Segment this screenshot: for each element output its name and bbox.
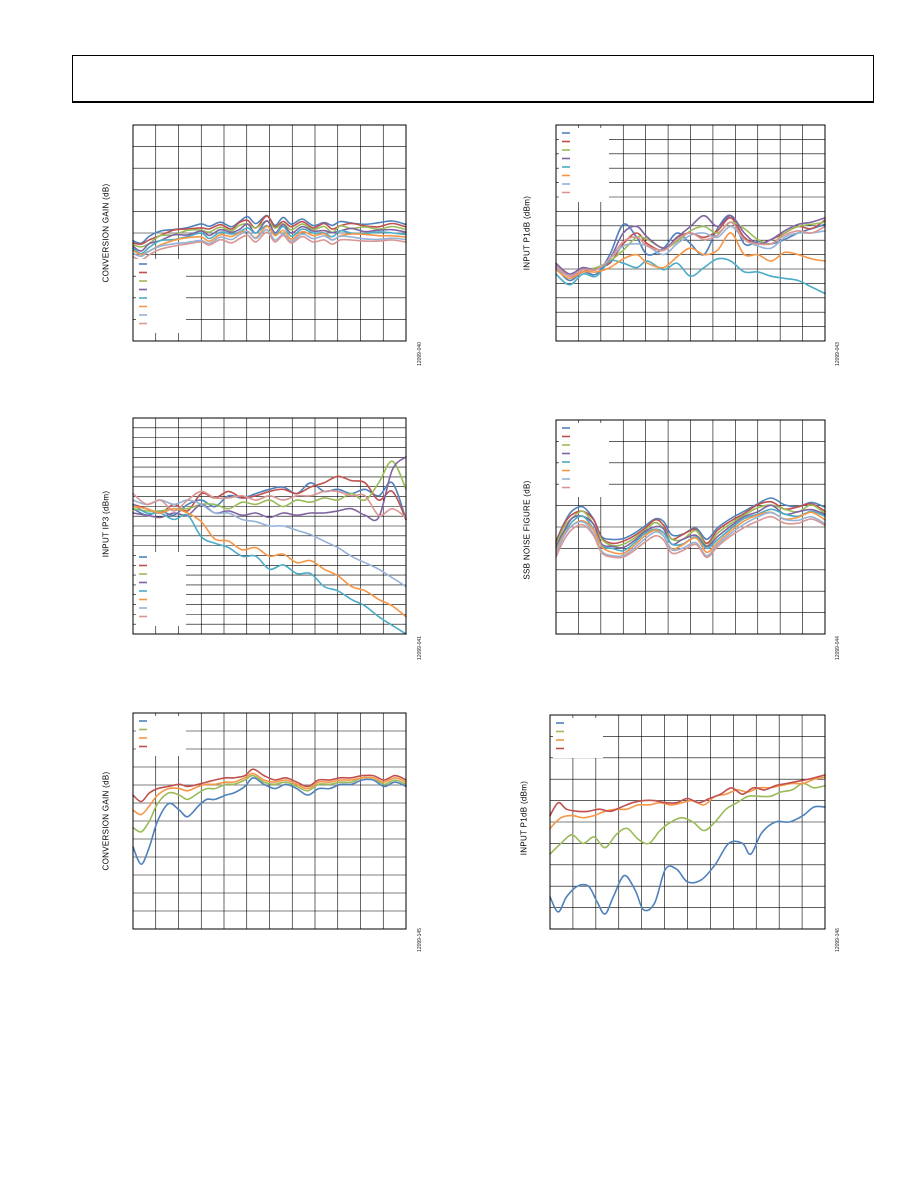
chart-input-ip3-plot — [132, 417, 407, 635]
legend-background — [559, 423, 609, 497]
chart-ssb-noise-figure-plot — [555, 419, 826, 635]
plot-frame — [132, 124, 407, 342]
legend — [559, 128, 609, 202]
legend — [559, 423, 609, 497]
series-line-4 — [132, 456, 407, 522]
plot-frame — [555, 124, 826, 342]
chart-input-ip3 — [132, 417, 407, 635]
legend-background — [136, 259, 186, 333]
series-lines — [555, 214, 826, 295]
series-line-7 — [132, 499, 407, 588]
figure-code-4: 12099-044 — [835, 636, 841, 660]
series-line-2 — [549, 782, 826, 855]
chart-conversion-gain-1 — [132, 124, 407, 342]
plot-frame — [132, 417, 407, 635]
legend-background — [136, 716, 186, 756]
chart-input-p1db-1 — [555, 124, 826, 342]
series-lines — [132, 214, 407, 261]
series-lines — [132, 768, 407, 865]
series-line-1 — [132, 777, 407, 865]
legend — [136, 716, 186, 756]
series-line-4 — [549, 774, 826, 817]
gridlines — [133, 418, 406, 634]
series-line-2 — [132, 774, 407, 833]
series-line-7 — [132, 228, 407, 258]
figure-code-1: 12099-040 — [417, 342, 423, 366]
series-lines — [555, 497, 826, 559]
legend — [553, 718, 603, 758]
series-line-8 — [132, 490, 407, 519]
gridlines — [133, 125, 406, 341]
legend-background — [136, 552, 186, 626]
series-line-8 — [555, 221, 826, 278]
page-header-box — [72, 55, 874, 103]
series-line-5 — [555, 257, 826, 295]
series-lines — [549, 774, 826, 915]
y-axis-label-conversion-gain-2: CONVERSION GAIN (dB) — [101, 771, 111, 871]
series-line-8 — [555, 515, 826, 559]
y-axis-label-input-p1db-1: INPUT P1dB (dBm) — [522, 195, 532, 271]
plot-frame — [132, 712, 407, 930]
series-line-3 — [132, 772, 407, 816]
series-line-3 — [555, 221, 826, 277]
series-line-6 — [132, 225, 407, 256]
chart-ssb-noise-figure — [555, 419, 826, 635]
series-line-6 — [555, 232, 826, 280]
figure-code-5: 12099-145 — [417, 928, 423, 952]
chart-input-p1db-2 — [549, 714, 826, 930]
legend — [136, 259, 186, 333]
series-line-5 — [132, 503, 407, 635]
legend — [136, 552, 186, 626]
plot-frame — [555, 419, 826, 635]
figure-code-3: 12099-041 — [417, 636, 423, 660]
legend-background — [559, 128, 609, 202]
series-line-1 — [549, 805, 826, 915]
y-axis-label-conversion-gain-1: CONVERSION GAIN (dB) — [101, 183, 111, 283]
series-line-7 — [555, 511, 826, 558]
series-lines — [132, 456, 407, 635]
y-axis-label-input-ip3: INPUT IP3 (dBm) — [101, 490, 111, 558]
chart-conversion-gain-1-plot — [132, 124, 407, 342]
chart-conversion-gain-2 — [132, 712, 407, 930]
series-line-2 — [132, 215, 407, 246]
figure-code-2: 12099-043 — [835, 342, 841, 366]
y-axis-label-input-p1db-2: INPUT P1dB (dBm) — [519, 780, 529, 856]
series-line-2 — [132, 475, 407, 521]
chart-input-p1db-1-plot — [555, 124, 826, 342]
series-line-8 — [132, 231, 407, 261]
legend-background — [553, 718, 603, 758]
plot-frame — [549, 714, 826, 930]
figure-code-6: 12099-146 — [835, 928, 841, 952]
chart-conversion-gain-2-plot — [132, 712, 407, 930]
y-axis-label-ssb-noise-figure: SSB NOISE FIGURE (dB) — [522, 480, 532, 580]
series-line-4 — [132, 768, 407, 803]
series-line-4 — [132, 220, 407, 252]
chart-input-p1db-2-plot — [549, 714, 826, 930]
series-line-3 — [549, 776, 826, 830]
